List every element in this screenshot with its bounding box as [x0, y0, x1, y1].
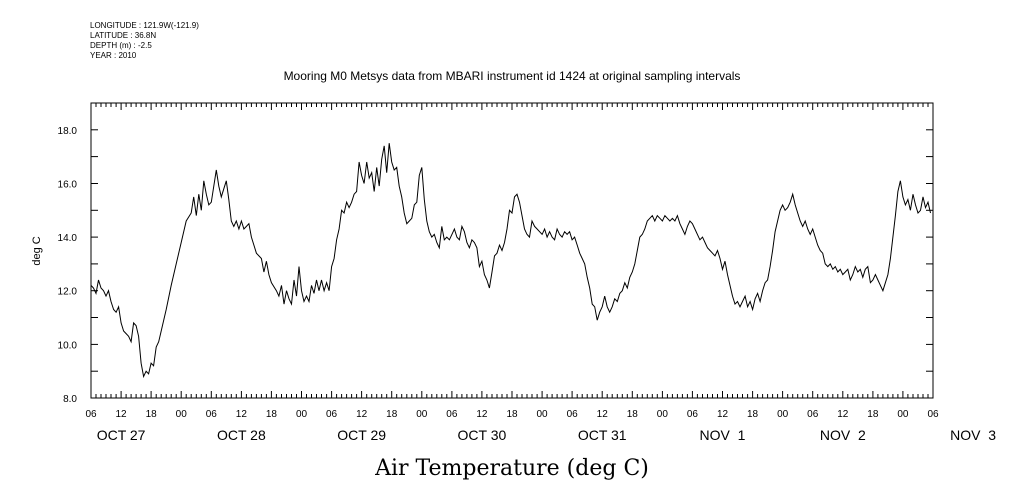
day-label: NOV 3 — [950, 427, 996, 443]
depth-text: DEPTH (m) : -2.5 — [90, 41, 152, 50]
x-hour-label: 00 — [897, 409, 909, 420]
series-line — [90, 143, 931, 379]
x-hour-label: 12 — [837, 409, 849, 420]
y-tick-label: 18.0 — [58, 126, 78, 137]
x-hour-label: 18 — [386, 409, 398, 420]
chart-title: Mooring M0 Metsys data from MBARI instru… — [284, 69, 741, 83]
y-tick-label: 12.0 — [58, 287, 78, 298]
x-hour-label: 18 — [266, 409, 278, 420]
y-tick-labels: 8.0 10.0 12.0 14.0 16.0 18.0 — [58, 126, 78, 405]
day-labels: OCT 27 OCT 28 OCT 29 OCT 30 OCT 31 NOV 1 NOV 2… — [97, 427, 997, 443]
x-hour-label: 18 — [146, 409, 158, 420]
day-label: NOV 1 — [700, 427, 746, 443]
x-hour-label: 06 — [446, 409, 458, 420]
day-label: OCT 28 — [217, 427, 266, 443]
day-label: OCT 30 — [458, 427, 507, 443]
x-hour-label: 06 — [807, 409, 819, 420]
x-hour-label: 00 — [296, 409, 308, 420]
x-hour-label: 18 — [867, 409, 879, 420]
x-tick-labels: 06 12 18 00 06 12 18 00 06 12 18 00 06 12 18 00 06 12 18 00… — [85, 409, 939, 420]
latitude-text: LATITUDE : 36.8N — [90, 31, 157, 40]
x-hour-label: 06 — [85, 409, 97, 420]
x-hour-label: 06 — [687, 409, 699, 420]
day-label: OCT 29 — [337, 427, 386, 443]
x-hour-label: 12 — [116, 409, 128, 420]
x-hour-label: 00 — [657, 409, 669, 420]
day-label: OCT 31 — [578, 427, 627, 443]
mooring-metadata: LONGITUDE : 121.9W(-121.9) LATITUDE : 36… — [90, 21, 199, 61]
day-label: OCT 27 — [97, 427, 146, 443]
x-hour-label: 12 — [597, 409, 609, 420]
x-hour-label: 12 — [717, 409, 729, 420]
x-hour-label: 18 — [506, 409, 518, 420]
y-tick-label: 10.0 — [58, 340, 78, 351]
x-hour-label: 00 — [416, 409, 428, 420]
x-hour-label: 00 — [777, 409, 789, 420]
chart-caption: Air Temperature (deg C) — [374, 456, 649, 481]
x-hour-label: 06 — [567, 409, 579, 420]
x-hour-label: 00 — [537, 409, 549, 420]
x-hour-label: 18 — [747, 409, 759, 420]
x-hour-label: 06 — [206, 409, 218, 420]
y-tick-label: 8.0 — [63, 394, 77, 405]
x-hour-label: 12 — [236, 409, 248, 420]
day-label: NOV 2 — [820, 427, 866, 443]
axis-ticks — [90, 102, 934, 399]
year-text: YEAR : 2010 — [90, 51, 137, 60]
longitude-text: LONGITUDE : 121.9W(-121.9) — [90, 21, 199, 30]
x-hour-label: 06 — [326, 409, 338, 420]
x-hour-label: 12 — [356, 409, 368, 420]
y-tick-label: 14.0 — [58, 233, 78, 244]
y-tick-label: 16.0 — [58, 179, 78, 190]
x-hour-label: 18 — [627, 409, 639, 420]
x-hour-label: 12 — [476, 409, 488, 420]
x-hour-label: 00 — [176, 409, 188, 420]
x-hour-label: 06 — [927, 409, 939, 420]
y-axis-label: deg C — [31, 236, 43, 265]
plot-frame — [90, 102, 934, 399]
